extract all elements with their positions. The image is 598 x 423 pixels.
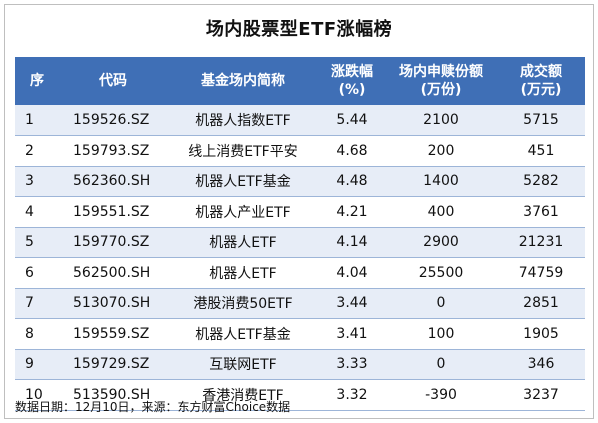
cell-name: 机器人指数ETF [167,105,319,136]
cell-shares: 1400 [385,166,497,197]
cell-code: 562360.SH [59,166,167,197]
cell-rank: 4 [15,196,59,228]
header-code: 代码 [59,57,167,105]
cell-change: 4.14 [319,227,385,258]
cell-code: 159559.SZ [59,318,167,350]
table-card: 场内股票型ETF涨幅榜 序 代码 基金场内简称 涨跌幅 (%) 场内申赎份额 (… [4,4,594,419]
cell-code: 562500.SH [59,257,167,289]
header-volume-unit: (万元) [520,82,562,98]
table-header-row: 序 代码 基金场内简称 涨跌幅 (%) 场内申赎份额 (万份) 成交额 (万元) [15,57,585,105]
cell-code: 159729.SZ [59,349,167,380]
cell-code: 159526.SZ [59,105,167,136]
table-row: 7 513070.SH 港股消费50ETF 3.44 0 2851 [15,288,585,319]
cell-name: 港股消费50ETF [167,288,319,319]
cell-name: 互联网ETF [167,349,319,380]
cell-code: 513590.SH [59,379,167,411]
cell-name: 机器人ETF基金 [167,166,319,197]
header-shares-unit: (万份) [420,82,462,98]
cell-rank: 10 [15,379,59,411]
cell-change: 5.44 [319,105,385,136]
table-row: 10 513590.SH 香港消费ETF 3.32 -390 3237 [15,379,585,411]
cell-change: 3.41 [319,318,385,350]
cell-rank: 1 [15,105,59,136]
etf-ranking-table: 序 代码 基金场内简称 涨跌幅 (%) 场内申赎份额 (万份) 成交额 (万元)… [15,57,585,411]
cell-code: 513070.SH [59,288,167,319]
table-row: 6 562500.SH 机器人ETF 4.04 25500 74759 [15,257,585,289]
cell-code: 159551.SZ [59,196,167,228]
cell-volume: 346 [497,349,585,380]
cell-rank: 6 [15,257,59,289]
cell-shares: 0 [385,288,497,319]
cell-name: 机器人ETF [167,257,319,289]
cell-change: 4.04 [319,257,385,289]
cell-name: 线上消费ETF平安 [167,135,319,167]
cell-rank: 7 [15,288,59,319]
header-idx: 序 [15,57,59,105]
cell-volume: 5715 [497,105,585,136]
table-row: 8 159559.SZ 机器人ETF基金 3.41 100 1905 [15,318,585,350]
table-title: 场内股票型ETF涨幅榜 [205,19,393,40]
cell-volume: 5282 [497,166,585,197]
table-row: 4 159551.SZ 机器人产业ETF 4.21 400 3761 [15,196,585,228]
header-shares-title: 场内申赎份额 [399,64,483,80]
table-row: 1 159526.SZ 机器人指数ETF 5.44 2100 5715 [15,105,585,136]
header-volume: 成交额 (万元) [497,57,585,105]
cell-volume: 1905 [497,318,585,350]
cell-change: 3.32 [319,379,385,411]
header-change: 涨跌幅 (%) [319,57,385,105]
cell-change: 4.21 [319,196,385,228]
header-volume-title: 成交额 [520,64,562,80]
cell-change: 4.48 [319,166,385,197]
cell-shares: 400 [385,196,497,228]
cell-shares: 0 [385,349,497,380]
cell-shares: 2100 [385,105,497,136]
table-body: 1 159526.SZ 机器人指数ETF 5.44 2100 5715 2 159793.SZ… [15,105,585,411]
cell-code: 159770.SZ [59,227,167,258]
cell-volume: 451 [497,135,585,167]
cell-volume: 21231 [497,227,585,258]
cell-shares: 2900 [385,227,497,258]
header-shares: 场内申赎份额 (万份) [385,57,497,105]
header-change-unit: (%) [338,82,366,98]
cell-rank: 9 [15,349,59,380]
cell-name: 机器人ETF [167,227,319,258]
header-name: 基金场内简称 [167,57,319,105]
cell-name: 机器人产业ETF [167,196,319,228]
cell-rank: 2 [15,135,59,167]
table-row: 9 159729.SZ 互联网ETF 3.33 0 346 [15,349,585,380]
cell-change: 3.33 [319,349,385,380]
cell-change: 3.44 [319,288,385,319]
cell-volume: 3761 [497,196,585,228]
cell-shares: 25500 [385,257,497,289]
cell-shares: 200 [385,135,497,167]
header-change-title: 涨跌幅 [331,64,373,80]
cell-rank: 5 [15,227,59,258]
cell-rank: 3 [15,166,59,197]
cell-volume: 74759 [497,257,585,289]
cell-volume: 2851 [497,288,585,319]
cell-name: 香港消费ETF [167,379,319,411]
cell-shares: -390 [385,379,497,411]
cell-volume: 3237 [497,379,585,411]
cell-rank: 8 [15,318,59,350]
cell-code: 159793.SZ [59,135,167,167]
table-row: 2 159793.SZ 线上消费ETF平安 4.68 200 451 [15,135,585,167]
table-row: 5 159770.SZ 机器人ETF 4.14 2900 21231 [15,227,585,258]
table-row: 3 562360.SH 机器人ETF基金 4.48 1400 5282 [15,166,585,197]
source-note: 数据日期：12月10日，来源：东方财富Choice数据 [15,400,291,414]
cell-change: 4.68 [319,135,385,167]
cell-shares: 100 [385,318,497,350]
cell-name: 机器人ETF基金 [167,318,319,350]
